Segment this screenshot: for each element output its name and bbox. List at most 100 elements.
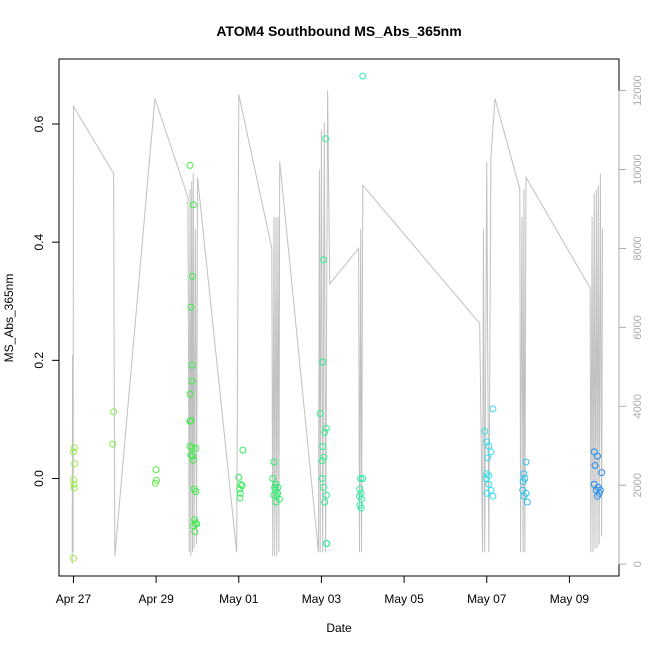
data-point: [269, 475, 277, 482]
data-point: [489, 492, 497, 500]
altitude-line: [71, 90, 603, 565]
data-point: [485, 442, 493, 450]
data-point: [70, 476, 77, 484]
data-point: [484, 454, 492, 462]
data-point: [152, 466, 160, 474]
data-point: [591, 462, 599, 469]
data-point: [70, 448, 77, 456]
y-axis-left: 0.0 0.2 0.4 0.6: [32, 115, 60, 487]
data-point: [189, 201, 197, 209]
data-point: [357, 504, 365, 512]
chart-title: ATOM4 Southbound MS_Abs_365nm: [216, 23, 461, 39]
y-tick-right-label: 0: [632, 561, 644, 567]
data-point: [186, 390, 194, 398]
data-point: [189, 456, 197, 464]
data-point: [270, 458, 278, 466]
data-point: [359, 72, 367, 80]
data-point: [186, 442, 194, 450]
data-point: [487, 448, 495, 456]
data-point: [235, 473, 243, 481]
y-tick-right-label: 12000: [632, 75, 644, 106]
x-tick-label: May 07: [467, 592, 507, 606]
data-point: [320, 483, 327, 491]
data-point: [594, 492, 601, 500]
y-tick-right-label: 6000: [632, 315, 644, 339]
x-axis-label: Date: [326, 621, 352, 635]
data-point: [187, 417, 195, 425]
data-point: [316, 410, 324, 417]
data-point: [322, 491, 330, 499]
data-point: [110, 408, 118, 416]
data-point: [188, 361, 196, 369]
y-tick-right-label: 8000: [632, 236, 644, 260]
y-tick-label: 0.2: [32, 352, 46, 369]
data-point: [485, 480, 493, 488]
y-tick-label: 0.0: [32, 470, 46, 487]
y-tick-label: 0.6: [32, 115, 46, 132]
data-point: [238, 482, 246, 490]
data-point: [192, 444, 200, 452]
x-tick-label: May 03: [302, 592, 342, 606]
data-point: [319, 358, 327, 366]
y-tick-label: 0.4: [32, 234, 46, 251]
data-point: [356, 485, 364, 493]
data-point: [189, 522, 197, 530]
data-point: [239, 446, 247, 454]
data-point: [109, 440, 117, 448]
data-point: [359, 475, 367, 482]
y-axis-label: MS_Abs_365nm: [2, 274, 16, 363]
data-point: [482, 475, 490, 482]
altitude-line-layer: [71, 90, 603, 565]
data-point: [357, 475, 365, 482]
data-point: [188, 444, 196, 452]
data-point: [236, 489, 244, 497]
x-tick-label: May 01: [219, 592, 259, 606]
data-point: [274, 489, 282, 497]
data-point: [236, 494, 244, 502]
x-tick-label: Apr 29: [138, 592, 174, 606]
data-point: [483, 438, 491, 446]
data-point: [320, 453, 328, 461]
data-point: [520, 492, 528, 500]
data-point: [522, 458, 530, 466]
y-tick-right-label: 10000: [632, 154, 644, 185]
data-points-layer: [70, 72, 606, 562]
data-point: [481, 427, 489, 435]
data-point: [322, 540, 330, 547]
data-point: [188, 377, 196, 385]
data-point: [189, 272, 196, 280]
data-point: [322, 135, 330, 143]
data-point: [189, 452, 196, 460]
data-point: [594, 452, 601, 460]
data-point: [520, 470, 528, 478]
data-point: [320, 256, 327, 264]
data-point: [186, 417, 194, 425]
x-tick-label: Apr 27: [56, 592, 92, 606]
y-axis-right: 0 2000 4000 6000 8000 10000 12000: [618, 75, 644, 567]
data-point: [523, 498, 531, 506]
data-point: [151, 479, 159, 487]
plot-frame: [58, 58, 620, 577]
data-point: [270, 491, 278, 499]
x-tick-label: May 05: [384, 592, 424, 606]
data-point: [318, 475, 326, 482]
data-point: [237, 480, 245, 488]
data-point: [489, 405, 497, 413]
data-point: [70, 480, 78, 488]
data-point: [271, 483, 279, 491]
y-tick-right-label: 4000: [632, 394, 644, 418]
x-tick-label: May 09: [550, 592, 590, 606]
x-axis: Apr 27 Apr 29 May 01 May 03 May 05 May 07 May …: [56, 575, 590, 606]
data-point: [483, 470, 491, 478]
data-point: [519, 478, 527, 485]
data-point: [186, 161, 194, 169]
data-point: [193, 520, 201, 528]
data-point: [318, 457, 326, 465]
data-point: [321, 498, 329, 506]
data-point: [187, 303, 195, 311]
data-point: [598, 469, 606, 477]
data-point: [272, 498, 280, 506]
data-point: [590, 480, 598, 488]
data-point: [322, 424, 330, 432]
